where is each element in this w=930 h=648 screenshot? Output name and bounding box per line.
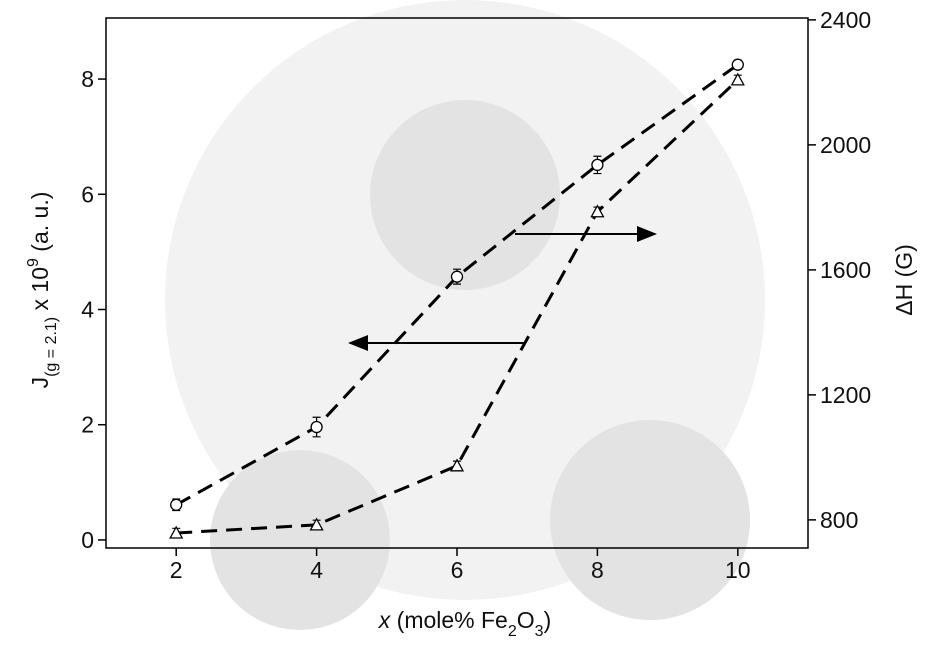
marker [731, 58, 744, 71]
y2-tick-label: 800 [820, 507, 858, 533]
x-tick-label: 6 [451, 557, 464, 583]
y-tick-label: 2 [81, 412, 94, 438]
x-label-text: O [517, 607, 535, 633]
y-label-sup: 9 [25, 258, 42, 267]
y-label-text: J [27, 377, 53, 389]
y2-tick-label: 1600 [820, 257, 871, 283]
y-tick-label: 6 [81, 181, 94, 207]
marker [169, 525, 184, 539]
x-tick-label: 2 [170, 557, 183, 583]
x-tick-label: 8 [591, 557, 604, 583]
y-tick-label: 0 [81, 527, 94, 553]
marker [450, 270, 464, 283]
marker [310, 420, 323, 434]
y2-tick-label: 2400 [820, 7, 871, 33]
x-axis-label: x (mole% Fe2O3) [378, 607, 551, 640]
y2-tick-label: 2000 [820, 132, 871, 158]
watermark [165, 0, 765, 630]
x-label-text: (mole% Fe [390, 607, 508, 633]
marker [170, 498, 183, 511]
x-label-text: ) [544, 607, 552, 633]
y-tick-label: 4 [81, 297, 94, 323]
x-label-sub: 3 [535, 623, 544, 640]
marker [309, 517, 324, 531]
marker [590, 204, 605, 218]
y2-tick-label: 1200 [820, 382, 871, 408]
x-label-italic: x [378, 607, 392, 633]
x-tick-label: 10 [725, 557, 751, 583]
marker [591, 158, 604, 172]
x-tick-label: 4 [310, 557, 323, 583]
y-tick-label: 8 [81, 66, 94, 92]
series-line [175, 63, 739, 507]
y-label-text: x 10 [27, 267, 53, 317]
x-label-sub: 2 [508, 623, 517, 640]
marker [449, 458, 465, 472]
y-label-text: (a. u.) [27, 192, 53, 258]
marker [730, 72, 745, 86]
y-axis-label: J(g = 2.1) x 109 (a. u.) [25, 192, 60, 389]
y2-axis-label: ΔH (G) [891, 244, 917, 316]
y-label-sub: (g = 2.1) [43, 317, 60, 377]
